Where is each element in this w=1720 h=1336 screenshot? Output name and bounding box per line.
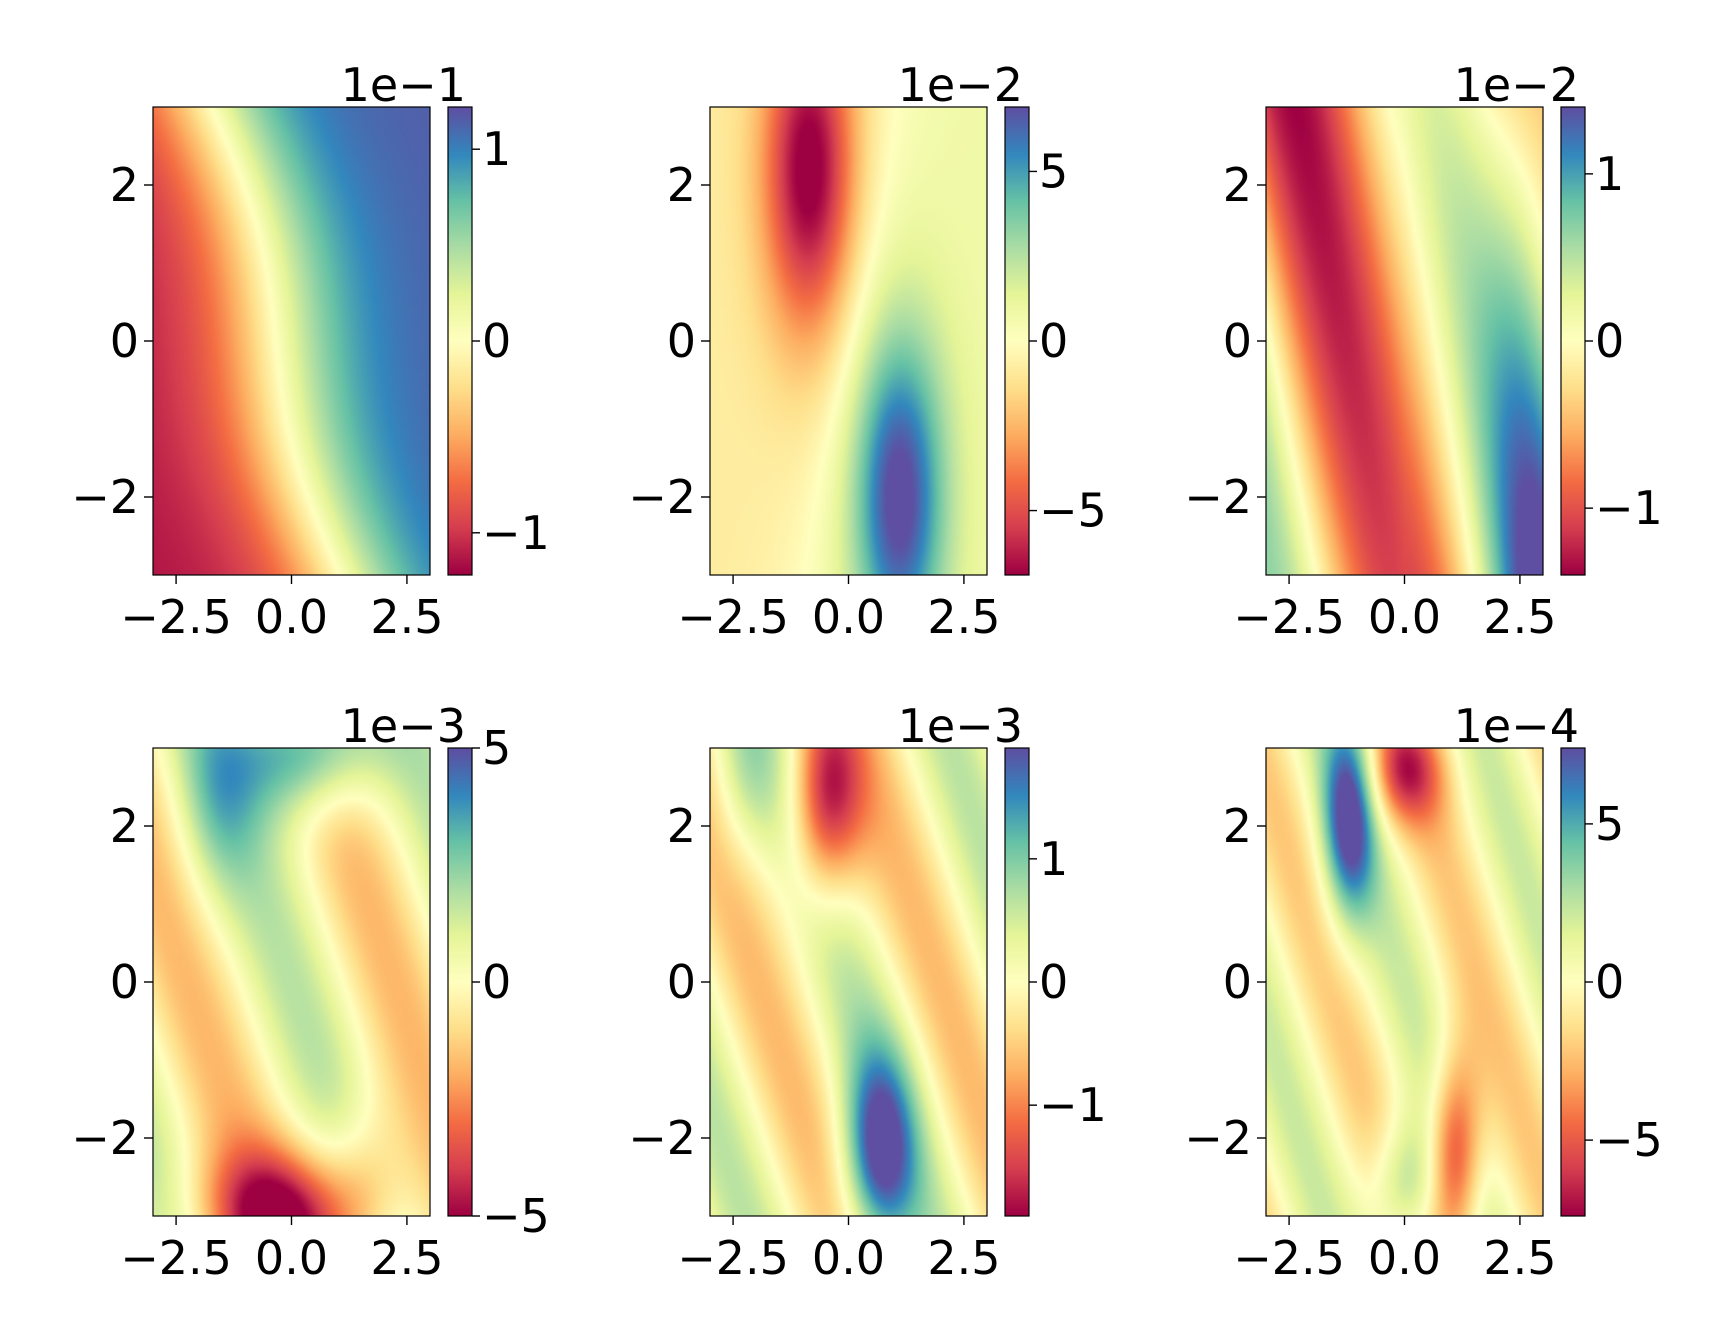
colorbar-tick-label: −5 xyxy=(1595,1113,1663,1167)
heatmap-image xyxy=(153,748,430,1216)
colorbar-tick-label: 0 xyxy=(1595,955,1624,1009)
x-tick-label: −2.5 xyxy=(677,590,789,644)
x-tick-label: −2.5 xyxy=(120,590,232,644)
y-tick-label: −2 xyxy=(1184,470,1252,524)
y-tick-label: 0 xyxy=(667,314,696,368)
y-tick-label: 2 xyxy=(110,158,139,212)
y-tick-label: 2 xyxy=(110,799,139,853)
heatmap-image xyxy=(1266,107,1543,575)
y-tick-label: 2 xyxy=(667,158,696,212)
colorbar-tick-label: −5 xyxy=(482,1189,550,1243)
y-tick-label: −2 xyxy=(1184,1111,1252,1165)
colorbar-tick-label: 1 xyxy=(1595,147,1624,201)
x-tick-label: 0.0 xyxy=(255,590,328,644)
y-tick-label: −2 xyxy=(628,1111,696,1165)
y-tick-label: 0 xyxy=(110,955,139,1009)
heatmap-image xyxy=(153,107,430,575)
x-tick-label: 2.5 xyxy=(370,1231,443,1285)
colorbar-offset-label: 1e−2 xyxy=(1454,58,1579,112)
x-tick-label: 0.0 xyxy=(812,1231,885,1285)
colorbar-offset-label: 1e−3 xyxy=(898,699,1023,753)
x-tick-label: −2.5 xyxy=(1233,590,1345,644)
colorbar-tick-label: −5 xyxy=(1039,484,1107,538)
heatmap-image xyxy=(710,107,987,575)
colorbar-gradient xyxy=(1561,748,1585,1216)
colorbar-tick-label: 1 xyxy=(482,122,511,176)
x-tick-label: 0.0 xyxy=(1368,1231,1441,1285)
y-tick-label: 0 xyxy=(1223,955,1252,1009)
x-tick-label: 0.0 xyxy=(255,1231,328,1285)
x-tick-label: 0.0 xyxy=(812,590,885,644)
heatmap-image xyxy=(710,748,987,1216)
colorbar-tick-label: 1 xyxy=(1039,832,1068,886)
subplot-panel: −2.5 0.0 2.5 −2 0 2 −5 0 5 1e−3 xyxy=(71,699,550,1285)
colorbar-offset-label: 1e−2 xyxy=(898,58,1023,112)
x-tick-label: 2.5 xyxy=(1483,590,1556,644)
x-tick-label: −2.5 xyxy=(677,1231,789,1285)
x-tick-label: 2.5 xyxy=(927,1231,1000,1285)
colorbar-tick-label: 0 xyxy=(482,314,511,368)
colorbar-tick-label: −1 xyxy=(1595,481,1663,535)
x-tick-label: −2.5 xyxy=(1233,1231,1345,1285)
colorbar-gradient xyxy=(448,107,472,575)
colorbar-tick-label: 0 xyxy=(1039,955,1068,1009)
heatmap-image xyxy=(1266,748,1543,1216)
subplot-panel: −2.5 0.0 2.5 −2 0 2 −5 0 5 1e−4 xyxy=(1184,699,1663,1285)
colorbar-tick-label: −1 xyxy=(1039,1078,1107,1132)
colorbar-tick-label: 5 xyxy=(1595,797,1624,851)
subplot-panel: −2.5 0.0 2.5 −2 0 2 −5 0 5 1e−2 xyxy=(628,58,1107,644)
y-tick-label: 0 xyxy=(1223,314,1252,368)
y-tick-label: 2 xyxy=(1223,799,1252,853)
colorbar-tick-label: 0 xyxy=(1595,314,1624,368)
y-tick-label: −2 xyxy=(628,470,696,524)
colorbar-gradient xyxy=(448,748,472,1216)
y-tick-label: −2 xyxy=(71,470,139,524)
colorbar-tick-label: 5 xyxy=(1039,144,1068,198)
colorbar-offset-label: 1e−3 xyxy=(341,699,466,753)
colorbar-gradient xyxy=(1005,107,1029,575)
colorbar-tick-label: 5 xyxy=(482,721,511,775)
y-tick-label: 0 xyxy=(667,955,696,1009)
subplot-panel: −2.5 0.0 2.5 −2 0 2 −1 0 1 1e−2 xyxy=(1184,58,1663,644)
subplot-panel: −2.5 0.0 2.5 −2 0 2 −1 0 1 1e−1 xyxy=(71,58,550,644)
colorbar-tick-label: 0 xyxy=(1039,314,1068,368)
x-tick-label: 0.0 xyxy=(1368,590,1441,644)
x-tick-label: 2.5 xyxy=(370,590,443,644)
subplot-panel: −2.5 0.0 2.5 −2 0 2 −1 0 1 1e−3 xyxy=(628,699,1107,1285)
colorbar-offset-label: 1e−1 xyxy=(341,58,466,112)
x-tick-label: 2.5 xyxy=(1483,1231,1556,1285)
y-tick-label: −2 xyxy=(71,1111,139,1165)
subplot-grid: −2.5 0.0 2.5 −2 0 2 −1 0 1 1e−1 −2.5 0.0 2.5 −2 0 2 −5 0 5… xyxy=(71,58,1663,1285)
y-tick-label: 2 xyxy=(1223,158,1252,212)
colorbar-offset-label: 1e−4 xyxy=(1454,699,1579,753)
x-tick-label: −2.5 xyxy=(120,1231,232,1285)
y-tick-label: 0 xyxy=(110,314,139,368)
x-tick-label: 2.5 xyxy=(927,590,1000,644)
y-tick-label: 2 xyxy=(667,799,696,853)
colorbar-gradient xyxy=(1005,748,1029,1216)
colorbar-gradient xyxy=(1561,107,1585,575)
colorbar-tick-label: 0 xyxy=(482,955,511,1009)
colorbar-tick-label: −1 xyxy=(482,506,550,560)
